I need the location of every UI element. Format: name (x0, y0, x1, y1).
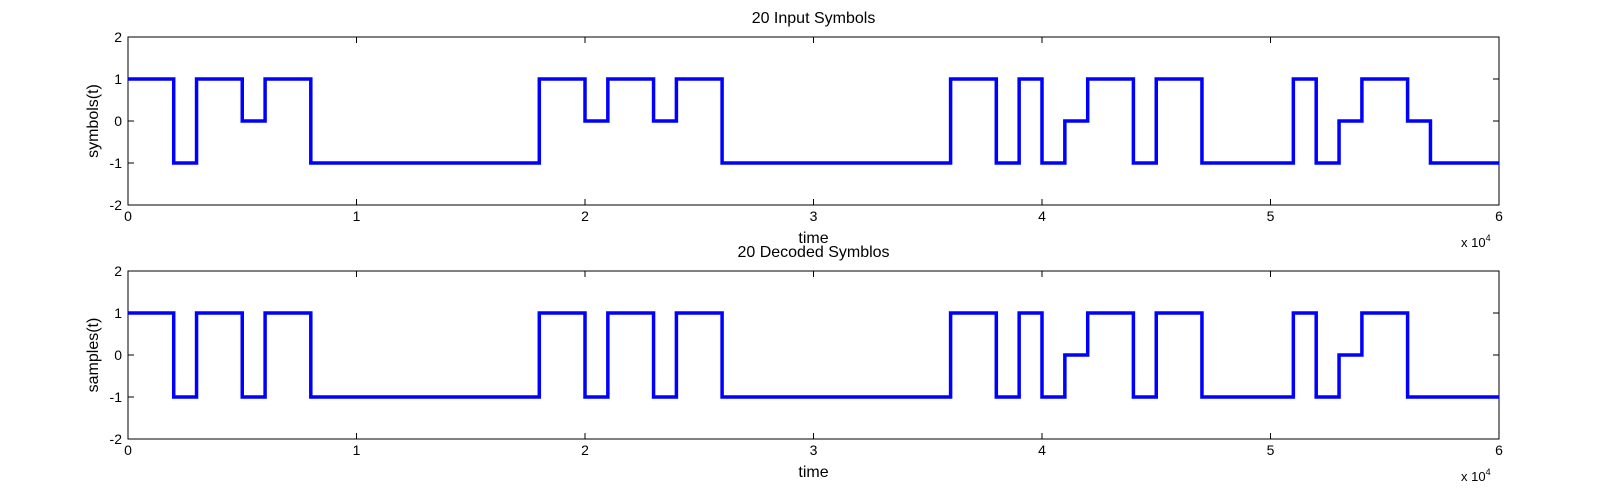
y-tick-label: -2 (110, 431, 123, 447)
x-tick-label: 6 (1495, 442, 1503, 458)
axes-box (127, 36, 1500, 206)
y-tick-label: 0 (114, 347, 122, 363)
x-tick-label: 3 (810, 208, 818, 224)
y-tick-label: 0 (114, 113, 122, 129)
x-exponent-power: 4 (1486, 233, 1491, 243)
x-tick-label: 2 (581, 208, 589, 224)
chart-title: 20 Decoded Symblos (737, 244, 889, 261)
x-exponent-base: x 10 (1461, 469, 1486, 484)
x-tick-label: 1 (353, 442, 361, 458)
x-exponent-label: x 104 (1461, 233, 1491, 250)
x-tick-label: 4 (1038, 208, 1046, 224)
y-tick-label: -1 (110, 155, 123, 171)
x-tick-label: 2 (581, 442, 589, 458)
x-tick-label: 5 (1267, 208, 1275, 224)
y-axis-label: symbols(t) (85, 84, 102, 158)
x-tick-label: 6 (1495, 208, 1503, 224)
y-tick-label: -2 (110, 197, 123, 213)
x-axis-label: time (798, 230, 828, 247)
plot-panel-1: 0 1 2 3 4 5 6 -2 -1 0 1 2 20 Input Symbols time symbol… (85, 10, 1503, 250)
x-tick-label: 0 (124, 442, 132, 458)
y-tick-label: 1 (114, 71, 122, 87)
x-exponent-base: x 10 (1461, 235, 1486, 250)
x-tick-label: 5 (1267, 442, 1275, 458)
x-tick-label: 1 (353, 208, 361, 224)
x-axis-label: time (798, 464, 828, 481)
x-tick-label: 0 (124, 208, 132, 224)
y-tick-label: -1 (110, 389, 123, 405)
x-exponent-label: x 104 (1461, 467, 1491, 484)
chart-title: 20 Input Symbols (752, 10, 876, 27)
plot-panel-2: 0 1 2 3 4 5 6 -2 -1 0 1 2 20 Decoded Symblos time samp… (85, 244, 1503, 484)
x-tick-label: 3 (810, 442, 818, 458)
y-tick-label: 2 (114, 29, 122, 45)
y-tick-label: 1 (114, 305, 122, 321)
y-axis-label: samples(t) (85, 318, 102, 393)
x-tick-label: 4 (1038, 442, 1046, 458)
y-tick-label: 2 (114, 263, 122, 279)
series-line-1 (128, 77, 1499, 165)
series-line-1 (128, 311, 1499, 399)
axes-box (127, 270, 1500, 440)
x-exponent-power: 4 (1486, 467, 1491, 477)
